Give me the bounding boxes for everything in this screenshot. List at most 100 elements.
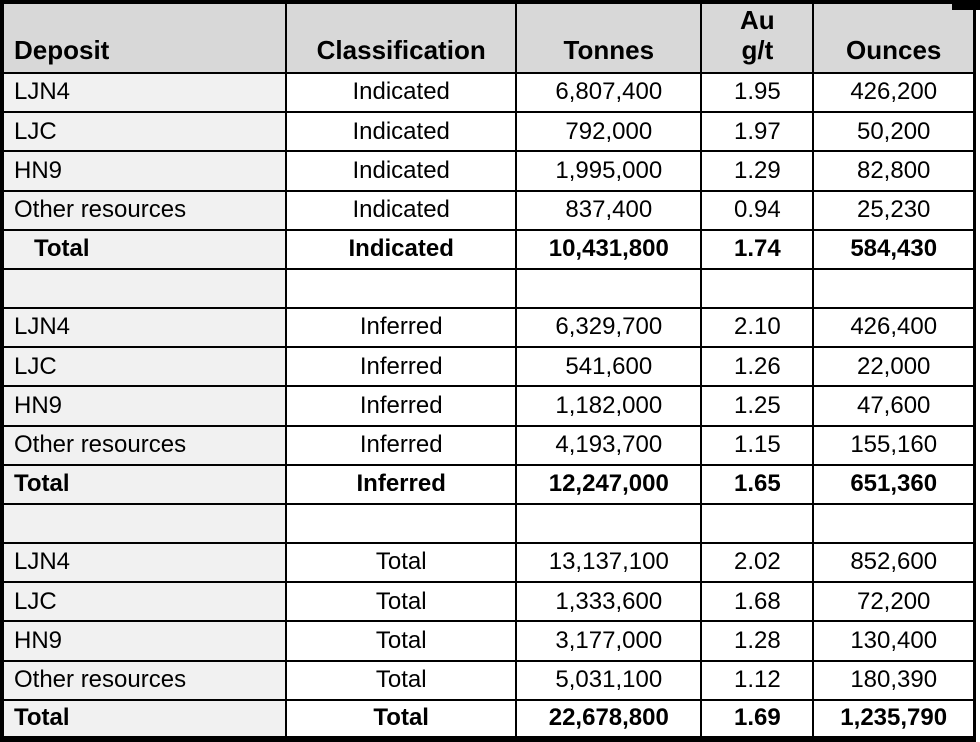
cell-tonnes: 1,995,000 xyxy=(515,150,703,192)
cell-deposit xyxy=(0,502,288,545)
cell-classification: Total xyxy=(285,542,518,584)
cell-classification: Inferred xyxy=(285,463,518,505)
cell-tonnes: 792,000 xyxy=(515,111,703,153)
cell-classification: Total xyxy=(285,698,518,741)
cell-au-grade: 1.97 xyxy=(700,111,815,153)
table-row: Other resources Indicated 837,400 0.94 2… xyxy=(0,189,976,231)
cell-ounces: 180,390 xyxy=(812,659,976,701)
cell-classification xyxy=(285,502,518,545)
cell-au-grade xyxy=(700,502,815,545)
cell-ounces xyxy=(812,502,976,545)
table-row: HN9 Indicated 1,995,000 1.29 82,800 xyxy=(0,150,976,192)
cell-tonnes: 541,600 xyxy=(515,346,703,388)
cell-deposit: Total xyxy=(0,698,288,741)
cell-tonnes: 1,333,600 xyxy=(515,581,703,623)
table-row xyxy=(0,502,976,545)
cell-ounces: 47,600 xyxy=(812,385,976,427)
cell-ounces: 130,400 xyxy=(812,620,976,662)
cell-ounces: 50,200 xyxy=(812,111,976,153)
cell-classification: Total xyxy=(285,620,518,662)
cell-ounces: 25,230 xyxy=(812,189,976,231)
col-header-ounces: Ounces xyxy=(812,1,976,74)
cell-deposit: LJC xyxy=(0,346,288,388)
cell-au-grade: 1.95 xyxy=(700,71,815,114)
cell-au-grade: 1.25 xyxy=(700,385,815,427)
cell-tonnes: 13,137,100 xyxy=(515,542,703,584)
cell-deposit: Total xyxy=(0,228,288,270)
table-row: LJC Indicated 792,000 1.97 50,200 xyxy=(0,111,976,153)
col-header-deposit: Deposit xyxy=(0,1,288,74)
header-row: Deposit Classification Tonnes Au g/t Oun… xyxy=(0,1,976,74)
cell-tonnes: 4,193,700 xyxy=(515,424,703,466)
cell-deposit: LJC xyxy=(0,111,288,153)
screen-corner-artifact xyxy=(952,0,980,10)
cell-au-grade: 1.15 xyxy=(700,424,815,466)
cell-deposit: HN9 xyxy=(0,150,288,192)
cell-deposit: LJN4 xyxy=(0,71,288,114)
cell-classification: Indicated xyxy=(285,71,518,114)
cell-tonnes xyxy=(515,502,703,545)
cell-au-grade: 1.68 xyxy=(700,581,815,623)
cell-deposit: LJN4 xyxy=(0,307,288,349)
cell-au-grade: 1.28 xyxy=(700,620,815,662)
cell-deposit: Other resources xyxy=(0,659,288,701)
cell-ounces xyxy=(812,267,976,310)
cell-ounces: 155,160 xyxy=(812,424,976,466)
table-body: LJN4 Indicated 6,807,400 1.95 426,200 LJ… xyxy=(0,71,976,741)
col-header-au-grade: Au g/t xyxy=(700,1,815,74)
table-row: LJN4 Indicated 6,807,400 1.95 426,200 xyxy=(0,71,976,114)
cell-ounces: 72,200 xyxy=(812,581,976,623)
col-header-classification: Classification xyxy=(285,1,518,74)
cell-ounces: 426,200 xyxy=(812,71,976,114)
table-row: LJN4 Total 13,137,100 2.02 852,600 xyxy=(0,542,976,584)
table-row: LJN4 Inferred 6,329,700 2.10 426,400 xyxy=(0,307,976,349)
cell-classification: Total xyxy=(285,581,518,623)
cell-au-grade: 1.65 xyxy=(700,463,815,505)
table-row xyxy=(0,267,976,310)
cell-tonnes: 1,182,000 xyxy=(515,385,703,427)
cell-classification xyxy=(285,267,518,310)
cell-tonnes: 22,678,800 xyxy=(515,698,703,741)
cell-deposit xyxy=(0,267,288,310)
cell-tonnes: 5,031,100 xyxy=(515,659,703,701)
table-header: Deposit Classification Tonnes Au g/t Oun… xyxy=(0,1,976,74)
cell-au-grade xyxy=(700,267,815,310)
cell-deposit: LJN4 xyxy=(0,542,288,584)
cell-deposit: Total xyxy=(0,463,288,505)
cell-classification: Indicated xyxy=(285,111,518,153)
cell-ounces: 651,360 xyxy=(812,463,976,505)
cell-ounces: 82,800 xyxy=(812,150,976,192)
cell-deposit: HN9 xyxy=(0,620,288,662)
cell-au-grade: 1.74 xyxy=(700,228,815,270)
cell-ounces: 1,235,790 xyxy=(812,698,976,741)
cell-ounces: 852,600 xyxy=(812,542,976,584)
cell-ounces: 584,430 xyxy=(812,228,976,270)
cell-tonnes xyxy=(515,267,703,310)
table-row: LJC Total 1,333,600 1.68 72,200 xyxy=(0,581,976,623)
cell-classification: Inferred xyxy=(285,307,518,349)
cell-classification: Total xyxy=(285,659,518,701)
table-row: HN9 Total 3,177,000 1.28 130,400 xyxy=(0,620,976,662)
table-row: Other resources Total 5,031,100 1.12 180… xyxy=(0,659,976,701)
cell-ounces: 426,400 xyxy=(812,307,976,349)
col-header-tonnes: Tonnes xyxy=(515,1,703,74)
cell-au-grade: 2.02 xyxy=(700,542,815,584)
cell-deposit: Other resources xyxy=(0,424,288,466)
cell-classification: Inferred xyxy=(285,346,518,388)
table-row: LJC Inferred 541,600 1.26 22,000 xyxy=(0,346,976,388)
cell-classification: Indicated xyxy=(285,150,518,192)
cell-classification: Inferred xyxy=(285,385,518,427)
table-row: HN9 Inferred 1,182,000 1.25 47,600 xyxy=(0,385,976,427)
cell-au-grade: 1.26 xyxy=(700,346,815,388)
cell-deposit: HN9 xyxy=(0,385,288,427)
cell-au-grade: 1.12 xyxy=(700,659,815,701)
cell-tonnes: 6,807,400 xyxy=(515,71,703,114)
cell-au-grade: 2.10 xyxy=(700,307,815,349)
cell-tonnes: 12,247,000 xyxy=(515,463,703,505)
table-row: Total Total 22,678,800 1.69 1,235,790 xyxy=(0,698,976,741)
cell-tonnes: 6,329,700 xyxy=(515,307,703,349)
cell-au-grade: 1.29 xyxy=(700,150,815,192)
cell-tonnes: 837,400 xyxy=(515,189,703,231)
